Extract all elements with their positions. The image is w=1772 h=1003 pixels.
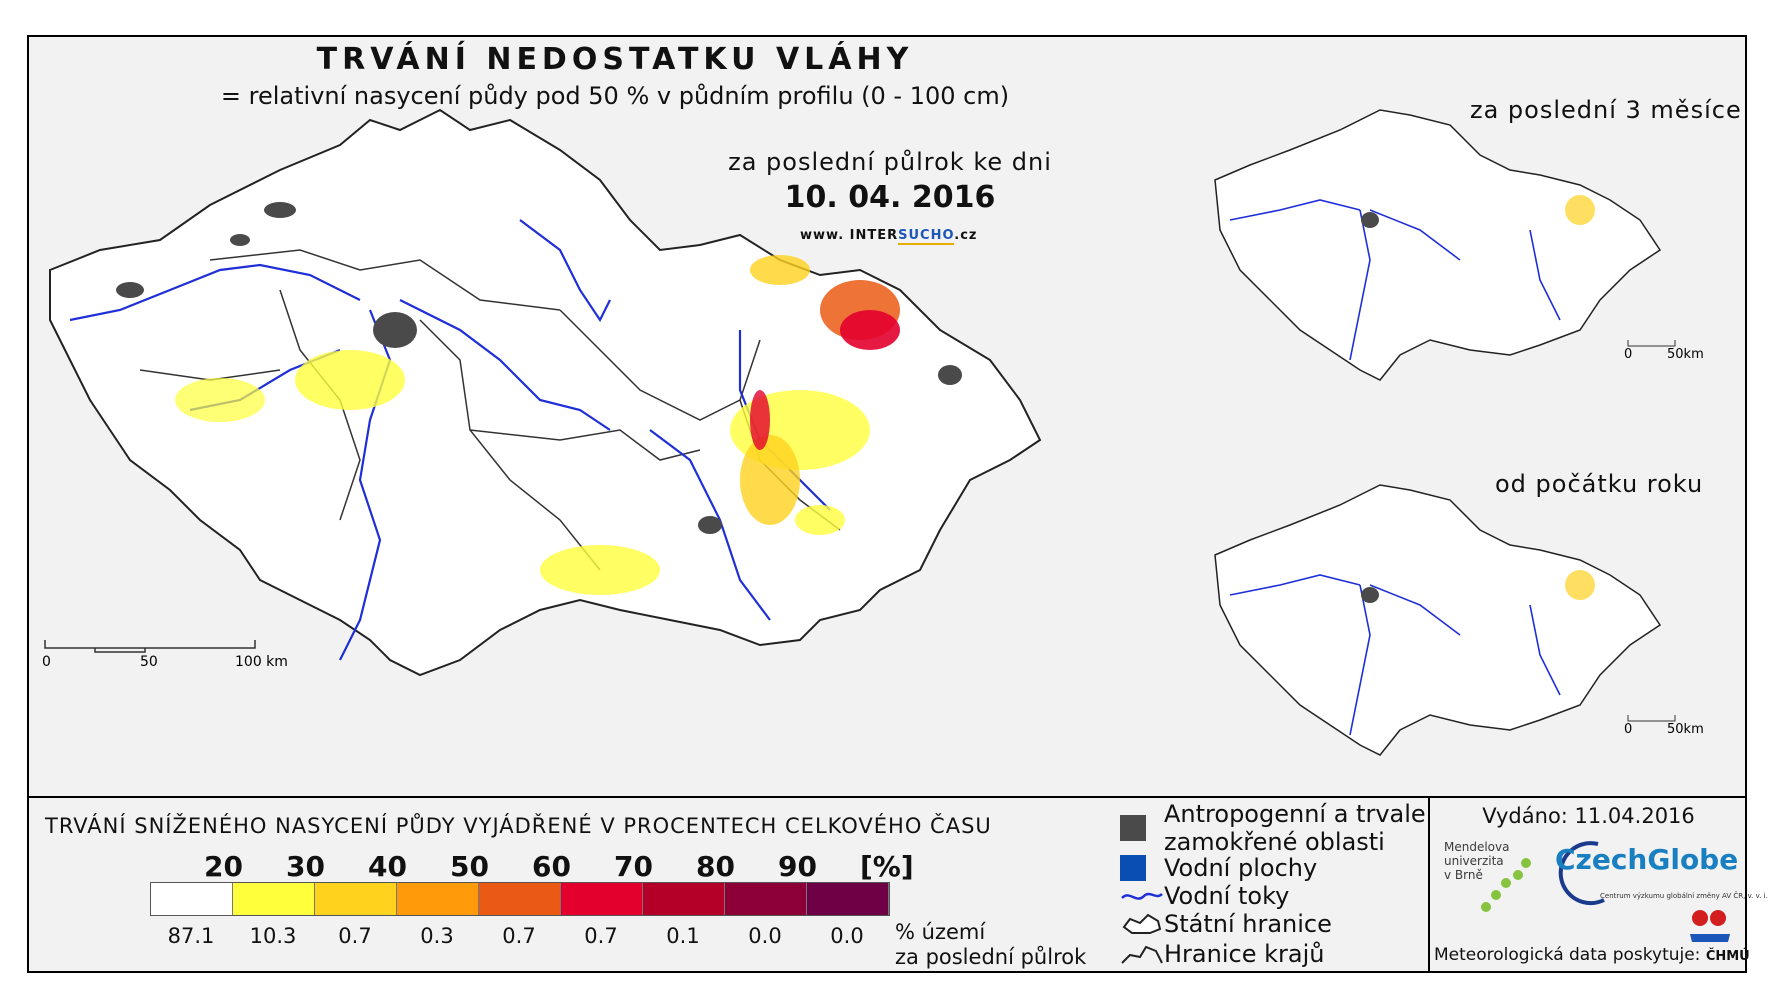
- czech-republic-outline: [49, 108, 1042, 677]
- legend-divider: [27, 796, 1747, 798]
- legend-value-3: 0.3: [420, 924, 454, 948]
- inset1-scale-0: 0: [1624, 347, 1632, 362]
- inset1-prague: [1361, 212, 1379, 228]
- inset2-scale-0: 0: [1624, 722, 1632, 737]
- key-water-areas: Vodní plochy: [1120, 854, 1317, 882]
- river-icon: [1121, 892, 1163, 900]
- legend-value-4: 0.7: [502, 924, 536, 948]
- chmu-logo-icon: [1690, 910, 1730, 942]
- key-region-border: Hranice krajů: [1120, 940, 1324, 968]
- meteo-credit: Meteorologická data poskytuje: ČHMÚ: [1434, 945, 1750, 965]
- legend-tick-8: [%]: [860, 850, 914, 883]
- mendel-logo: Mendelova univerzita v Brně: [1444, 840, 1510, 882]
- website-link[interactable]: www. INTERSUCHO.cz: [800, 228, 978, 245]
- legend-swatch-7: [725, 883, 807, 915]
- legend-swatch-5: [561, 883, 643, 915]
- legend-unit: % území za poslední půlrok: [895, 920, 1087, 969]
- legend-tick-4: 60: [532, 850, 571, 883]
- region-borders: [139, 249, 841, 571]
- legend-value-2: 0.7: [338, 924, 372, 948]
- czechglobe-arc-icon: [1558, 841, 1605, 906]
- legend-tick-2: 40: [368, 850, 407, 883]
- scale-label-50: 50: [140, 654, 158, 670]
- inset2-rivers: [1229, 574, 1561, 736]
- drought-patches: [175, 255, 900, 595]
- inset2-scale-50: 50km: [1667, 722, 1704, 737]
- legend-tick-5: 70: [614, 850, 653, 883]
- inset1-drought: [1565, 195, 1595, 225]
- inset1-scale: [1627, 340, 1676, 347]
- legend-swatch-2: [315, 883, 397, 915]
- legend-color-bar: [150, 882, 890, 916]
- footer-divider: [1428, 796, 1430, 973]
- legend-tick-6: 80: [696, 850, 735, 883]
- region-border-icon: [1121, 945, 1163, 964]
- legend-value-0: 87.1: [167, 924, 215, 948]
- legend-tick-0: 20: [204, 850, 243, 883]
- date-label: 10. 04. 2016: [784, 180, 996, 215]
- anthropogenic-areas: [116, 202, 962, 534]
- inset2-scale: [1627, 715, 1676, 722]
- legend-tick-1: 30: [286, 850, 325, 883]
- legend-value-5: 0.7: [584, 924, 618, 948]
- scale-label-100: 100 km: [235, 654, 288, 670]
- inset1-label: za poslední 3 měsíce: [1470, 96, 1742, 124]
- water-swatch: [1120, 855, 1146, 881]
- scale-label-0: 0: [42, 654, 51, 670]
- inset2-prague: [1361, 587, 1379, 603]
- issued-date: Vydáno: 11.04.2016: [1482, 804, 1695, 828]
- inset2-label: od počátku roku: [1495, 470, 1704, 498]
- legend-value-8: 0.0: [830, 924, 864, 948]
- czechglobe-logo: CzechGlobe: [1555, 843, 1739, 876]
- legend-value-1: 10.3: [249, 924, 297, 948]
- page-title: TRVÁNÍ NEDOSTATKU VLÁHY: [316, 42, 914, 77]
- legend-swatch-6: [643, 883, 725, 915]
- legend-value-7: 0.0: [748, 924, 782, 948]
- inset1-outline: [1214, 109, 1662, 381]
- key-state-border: Státní hranice: [1120, 910, 1332, 938]
- key-rivers: Vodní toky: [1120, 882, 1289, 910]
- inset1-rivers: [1229, 199, 1561, 361]
- legend-value-6: 0.1: [666, 924, 700, 948]
- legend-swatch-0: [151, 883, 233, 915]
- legend-tick-3: 50: [450, 850, 489, 883]
- czechglobe-subtitle: Centrum výzkumu globální změny AV ČR, v.…: [1600, 892, 1768, 900]
- page-subtitle: = relativní nasycení půdy pod 50 % v půd…: [220, 82, 1010, 110]
- inset2-drought: [1565, 570, 1595, 600]
- legend-swatch-8: [807, 883, 889, 915]
- anthropogenic-swatch: [1120, 815, 1146, 841]
- legend-swatch-4: [479, 883, 561, 915]
- period-label: za poslední půlrok ke dni: [728, 148, 1052, 176]
- mendel-dots-icon: [1481, 858, 1531, 912]
- key-anthropogenic: Antropogenní a trvale zamokřené oblasti: [1120, 800, 1426, 856]
- legend-swatch-3: [397, 883, 479, 915]
- inset-map-year-start: 0 50km: [1214, 484, 1704, 756]
- main-map: 0 50 100 km: [42, 108, 1042, 677]
- inset1-scale-50: 50km: [1667, 347, 1704, 362]
- inset2-outline: [1214, 484, 1662, 756]
- inset-map-3-months: 0 50km: [1214, 109, 1704, 381]
- legend-tick-7: 90: [778, 850, 817, 883]
- legend-swatch-1: [233, 883, 315, 915]
- legend-title: TRVÁNÍ SNÍŽENÉHO NASYCENÍ PŮDY VYJÁDŘENÉ…: [45, 814, 992, 838]
- main-scale-bar: [44, 640, 256, 653]
- state-border-icon: [1122, 913, 1162, 934]
